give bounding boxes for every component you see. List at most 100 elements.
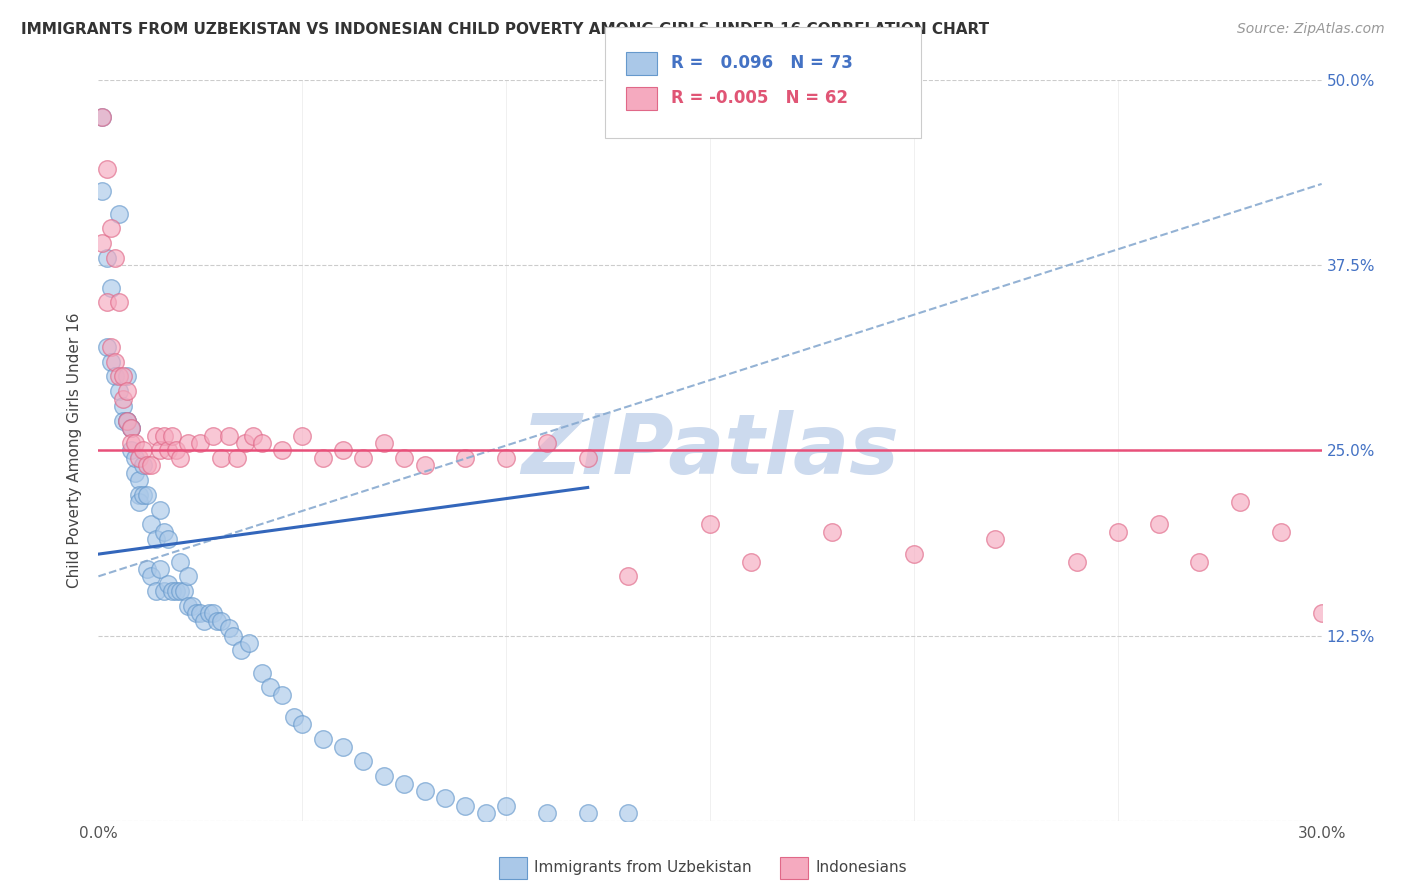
Point — [128, 473, 150, 487]
Point — [242, 428, 264, 442]
Point — [177, 569, 200, 583]
Point — [699, 517, 721, 532]
Point — [128, 488, 150, 502]
Point — [332, 443, 354, 458]
Point — [259, 681, 281, 695]
Point — [495, 450, 517, 465]
Point — [1066, 555, 1088, 569]
Point — [201, 428, 224, 442]
Point — [124, 436, 146, 450]
Point — [120, 421, 142, 435]
Point — [197, 607, 219, 621]
Point — [156, 533, 179, 547]
Point — [188, 607, 212, 621]
Point — [165, 584, 187, 599]
Point — [740, 555, 762, 569]
Point — [218, 428, 240, 442]
Point — [454, 798, 477, 813]
Point — [312, 732, 335, 747]
Point — [576, 450, 599, 465]
Point — [100, 221, 122, 235]
Point — [141, 517, 163, 532]
Point — [141, 569, 163, 583]
Point — [209, 614, 232, 628]
Point — [108, 369, 131, 384]
Point — [149, 562, 172, 576]
Point — [104, 251, 127, 265]
Point — [145, 584, 167, 599]
Point — [617, 569, 640, 583]
Point — [1188, 555, 1211, 569]
Point — [149, 443, 172, 458]
Point — [149, 502, 172, 516]
Text: R =   0.096   N = 73: R = 0.096 N = 73 — [671, 54, 852, 72]
Point — [821, 524, 844, 539]
Point — [141, 458, 163, 473]
Point — [120, 421, 142, 435]
Text: IMMIGRANTS FROM UZBEKISTAN VS INDONESIAN CHILD POVERTY AMONG GIRLS UNDER 16 CORR: IMMIGRANTS FROM UZBEKISTAN VS INDONESIAN… — [21, 22, 990, 37]
Point — [136, 458, 159, 473]
Point — [108, 295, 131, 310]
Text: Indonesians: Indonesians — [815, 860, 907, 874]
Point — [132, 488, 155, 502]
Point — [111, 392, 134, 406]
Point — [495, 798, 517, 813]
Point — [1310, 607, 1333, 621]
Point — [115, 414, 138, 428]
Point — [181, 599, 204, 613]
Point — [903, 547, 925, 561]
Point — [96, 251, 118, 265]
Point — [332, 739, 354, 754]
Point — [536, 806, 558, 821]
Point — [165, 443, 187, 458]
Point — [392, 450, 416, 465]
Point — [188, 436, 212, 450]
Point — [120, 436, 142, 450]
Point — [96, 340, 118, 354]
Point — [100, 280, 122, 294]
Point — [1270, 524, 1292, 539]
Point — [222, 629, 245, 643]
Point — [124, 450, 146, 465]
Point — [91, 236, 114, 251]
Point — [352, 450, 374, 465]
Point — [108, 384, 131, 399]
Point — [136, 562, 159, 576]
Point — [160, 584, 183, 599]
Point — [434, 791, 457, 805]
Text: Immigrants from Uzbekistan: Immigrants from Uzbekistan — [534, 860, 752, 874]
Point — [250, 436, 273, 450]
Point — [270, 688, 294, 702]
Point — [124, 466, 146, 480]
Point — [291, 428, 314, 442]
Point — [91, 111, 114, 125]
Text: ZIPatlas: ZIPatlas — [522, 410, 898, 491]
Point — [373, 436, 395, 450]
Point — [231, 643, 253, 657]
Point — [156, 576, 179, 591]
Point — [152, 524, 174, 539]
Point — [152, 584, 174, 599]
Point — [132, 443, 155, 458]
Point — [209, 450, 232, 465]
Point — [156, 443, 179, 458]
Y-axis label: Child Poverty Among Girls Under 16: Child Poverty Among Girls Under 16 — [67, 313, 83, 588]
Point — [233, 436, 256, 450]
Point — [91, 111, 114, 125]
Text: Source: ZipAtlas.com: Source: ZipAtlas.com — [1237, 22, 1385, 37]
Point — [352, 755, 374, 769]
Point — [120, 421, 142, 435]
Point — [1147, 517, 1170, 532]
Point — [373, 769, 395, 783]
Point — [132, 458, 155, 473]
Point — [205, 614, 228, 628]
Point — [111, 399, 134, 413]
Point — [536, 436, 558, 450]
Point — [169, 450, 191, 465]
Point — [250, 665, 273, 680]
Point — [173, 584, 195, 599]
Point — [115, 369, 138, 384]
Point — [576, 806, 599, 821]
Point — [169, 555, 191, 569]
Point — [218, 621, 240, 635]
